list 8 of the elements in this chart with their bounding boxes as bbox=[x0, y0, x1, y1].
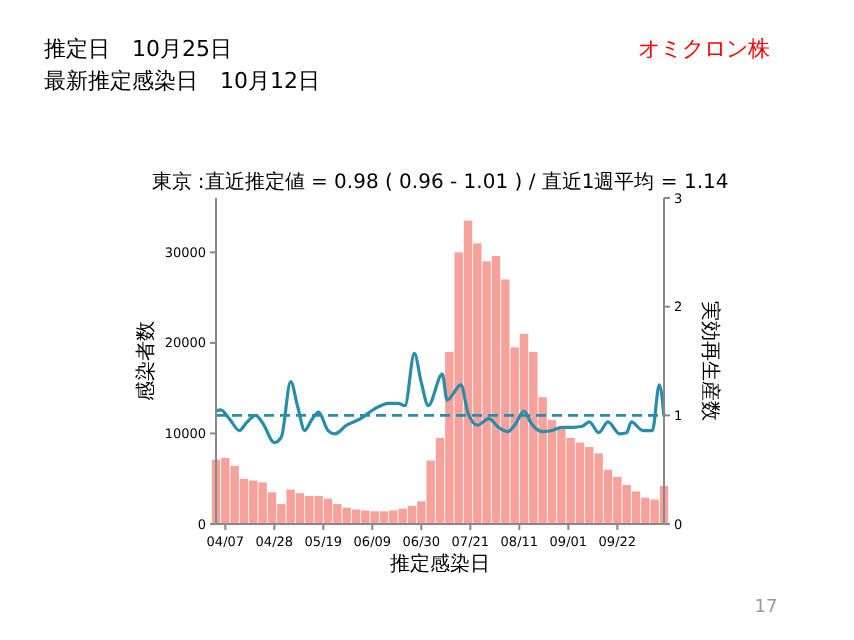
y2-axis-title: 実効再生産数 bbox=[698, 301, 722, 421]
text: オミクロン株 bbox=[638, 36, 770, 62]
chart-title: 東京 :直近推定値 = 0.98 ( 0.96 - 1.01 ) / 直近1週平均 = 1.14 bbox=[151, 170, 729, 194]
x-axis-title: 推定感染日 bbox=[390, 552, 490, 576]
y-axis-title: 感染者数 bbox=[134, 321, 158, 401]
text: 最新推定感染日 10月12日 bbox=[44, 68, 320, 94]
text: 推定日 10月25日 bbox=[44, 36, 232, 62]
text: 17 bbox=[754, 598, 778, 618]
